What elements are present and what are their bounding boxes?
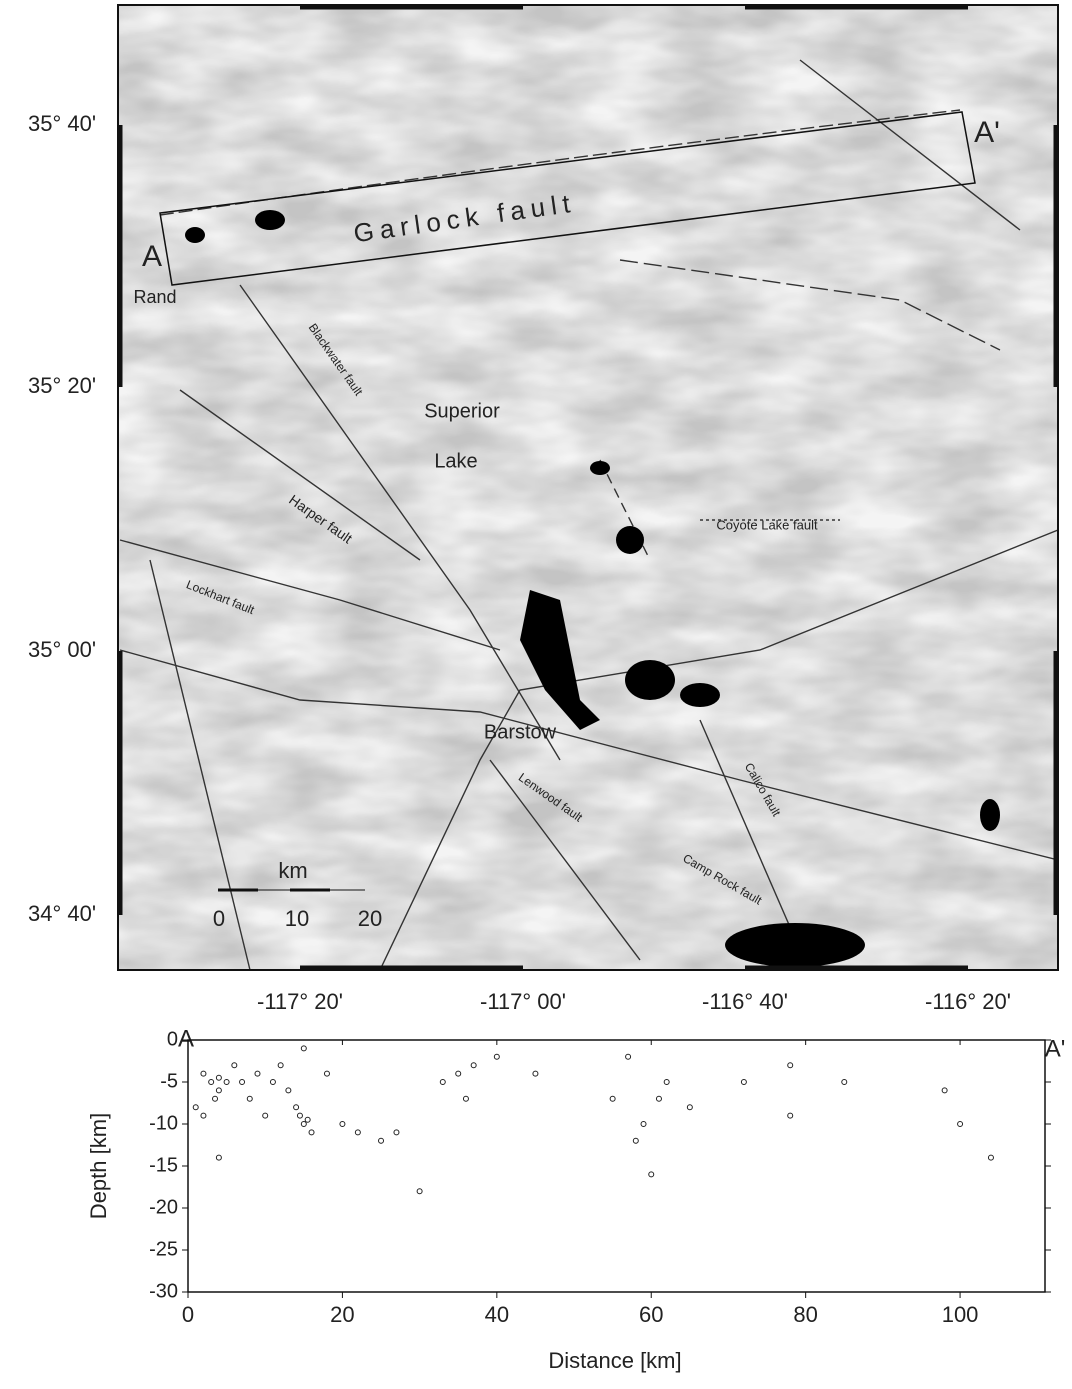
hypocenter: [324, 1071, 329, 1076]
hypocenter: [213, 1096, 218, 1101]
hypocenter: [788, 1063, 793, 1068]
hypocenter: [216, 1088, 221, 1093]
latitude-label: 34° 40': [28, 901, 96, 926]
hypocenter: [471, 1063, 476, 1068]
hypocenter: [610, 1096, 615, 1101]
profile-label: A': [1045, 1035, 1066, 1062]
y-tick-label: -5: [160, 1070, 178, 1092]
y-tick-label: -30: [149, 1280, 178, 1302]
hypocenter: [641, 1122, 646, 1127]
hypocenter: [958, 1122, 963, 1127]
hypocenter: [633, 1138, 638, 1143]
hypocenter: [216, 1155, 221, 1160]
hypocenter: [278, 1063, 283, 1068]
hypocenter: [649, 1172, 654, 1177]
hypocenter: [263, 1113, 268, 1118]
hypocenter: [788, 1113, 793, 1118]
hypocenter: [270, 1080, 275, 1085]
x-axis-label: Distance [km]: [548, 1348, 681, 1373]
latitude-label: 35° 00': [28, 637, 96, 662]
hypocenter: [440, 1080, 445, 1085]
plot-frame: [188, 1040, 1045, 1292]
profile-label: A': [974, 116, 1000, 149]
hypocenter: [664, 1080, 669, 1085]
hypocenter: [463, 1096, 468, 1101]
hypocenter: [247, 1096, 252, 1101]
map: 35° 40' 35° 20' 35° 00' 34° 40' -117° 20…: [28, 5, 1058, 1014]
hypocenter: [379, 1138, 384, 1143]
scale-tick: 20: [358, 906, 382, 931]
hypocenter: [193, 1105, 198, 1110]
x-tick-label: 80: [793, 1302, 817, 1327]
longitude-label: -116° 40': [702, 989, 788, 1014]
latitude-label: 35° 40': [28, 111, 96, 136]
hypocenter: [656, 1096, 661, 1101]
scale-tick: 10: [285, 906, 309, 931]
hypocenter: [687, 1105, 692, 1110]
y-axis-label: Depth [km]: [86, 1113, 111, 1219]
y-tick-label: -10: [149, 1112, 178, 1134]
place-label: Lake: [434, 450, 477, 472]
hypocenter: [417, 1189, 422, 1194]
hypocenter: [309, 1130, 314, 1135]
x-tick-label: 20: [330, 1302, 354, 1327]
place-label: Superior: [424, 400, 500, 422]
longitude-label: -116° 20': [925, 989, 1011, 1014]
place-label: Barstow: [484, 721, 557, 743]
hypocenter: [201, 1113, 206, 1118]
place-label: Rand: [133, 287, 176, 307]
hypocenter: [626, 1054, 631, 1059]
scale-tick: 0: [213, 906, 225, 931]
y-tick-label: -25: [149, 1238, 178, 1260]
hypocenter: [255, 1071, 260, 1076]
profile-label: A: [142, 240, 162, 273]
fault-label: Coyote Lake fault: [716, 517, 818, 532]
profile-label: A: [178, 1025, 194, 1052]
hypocenter: [216, 1075, 221, 1080]
x-tick-label: 60: [639, 1302, 663, 1327]
hypocenter: [297, 1113, 302, 1118]
hypocenter: [394, 1130, 399, 1135]
y-tick-label: -20: [149, 1196, 178, 1218]
hypocenter: [942, 1088, 947, 1093]
hypocenter: [201, 1071, 206, 1076]
hypocenter: [533, 1071, 538, 1076]
y-tick-label: 0: [167, 1028, 178, 1050]
y-tick-label: -15: [149, 1154, 178, 1176]
hypocenter: [301, 1046, 306, 1051]
cross-section: A A' Distance [km] Depth [km]: [86, 1025, 1065, 1372]
x-tick-label: 100: [942, 1302, 979, 1327]
hypocenter: [224, 1080, 229, 1085]
hypocenter: [301, 1122, 306, 1127]
figure: 35° 40' 35° 20' 35° 00' 34° 40' -117° 20…: [0, 0, 1072, 1384]
hypocenter: [842, 1080, 847, 1085]
hypocenter: [240, 1080, 245, 1085]
latitude-label: 35° 20': [28, 373, 96, 398]
hypocenter: [209, 1080, 214, 1085]
x-tick-label: 40: [485, 1302, 509, 1327]
hypocenter: [355, 1130, 360, 1135]
hypocenter: [286, 1088, 291, 1093]
scale-unit: km: [278, 858, 307, 883]
page: {"map": { "latitude_labels": ["35° 40'",…: [0, 0, 1072, 1384]
hypocenter: [294, 1105, 299, 1110]
longitude-label: -117° 20': [257, 989, 343, 1014]
hypocenter: [456, 1071, 461, 1076]
hypocenter: [305, 1117, 310, 1122]
longitude-label: -117° 00': [480, 989, 566, 1014]
x-tick-label: 0: [182, 1302, 194, 1327]
hypocenter: [340, 1122, 345, 1127]
hypocenter: [988, 1155, 993, 1160]
hypocenter: [741, 1080, 746, 1085]
hypocenter: [494, 1054, 499, 1059]
hypocenter: [232, 1063, 237, 1068]
